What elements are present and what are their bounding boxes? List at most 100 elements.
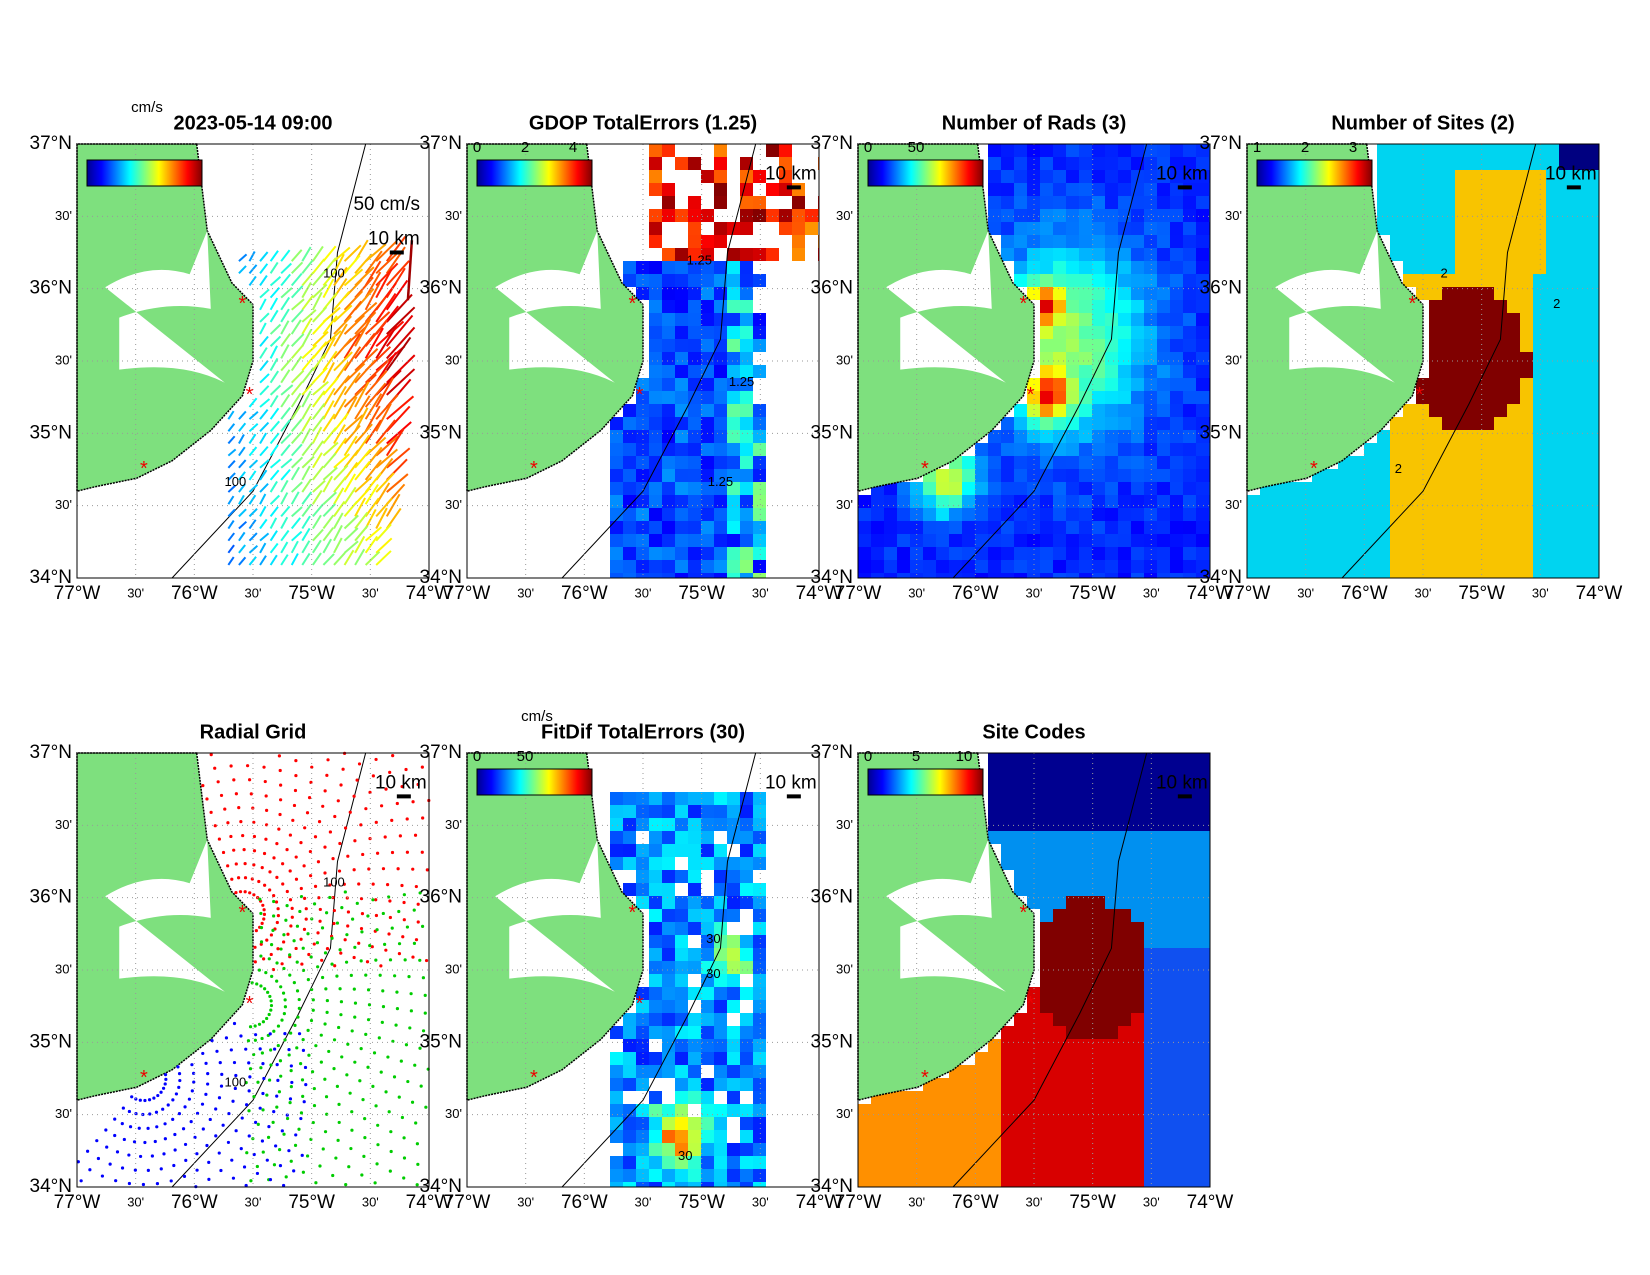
grid-cell xyxy=(1390,495,1403,508)
grid-cell xyxy=(1170,1156,1183,1169)
grid-cell xyxy=(1118,1026,1131,1039)
radial-grid-point xyxy=(245,1151,249,1155)
current-vector xyxy=(343,527,359,542)
grid-cell xyxy=(1585,313,1598,326)
grid-cell xyxy=(1027,1130,1040,1143)
grid-cell xyxy=(1546,352,1559,365)
grid-cell xyxy=(649,365,662,378)
grid-cell xyxy=(1001,209,1014,222)
grid-cell xyxy=(1170,805,1183,818)
grid-cell xyxy=(1286,521,1299,534)
grid-cell xyxy=(1170,534,1183,547)
grid-cell xyxy=(910,560,923,573)
grid-cell xyxy=(1118,1169,1131,1182)
grid-cell xyxy=(649,339,662,352)
grid-cell xyxy=(688,417,701,430)
current-vector xyxy=(375,523,392,542)
grid-cell xyxy=(1442,222,1455,235)
x-tick-label: 74°W xyxy=(406,1192,453,1213)
grid-cell xyxy=(1157,352,1170,365)
grid-cell xyxy=(714,339,727,352)
radial-grid-point xyxy=(259,926,264,930)
grid-cell xyxy=(1027,547,1040,560)
current-vector xyxy=(259,298,267,311)
grid-cell xyxy=(1585,183,1598,196)
x-tick-label: 76°W xyxy=(1341,583,1388,604)
grid-cell xyxy=(1053,378,1066,391)
grid-cell xyxy=(1196,870,1209,883)
radial-grid-point xyxy=(424,958,429,963)
grid-cell xyxy=(1481,482,1494,495)
grid-cell xyxy=(727,805,740,818)
grid-cell xyxy=(1014,1065,1027,1078)
grid-cell xyxy=(1118,417,1131,430)
grid-cell xyxy=(675,274,688,287)
colorbar-tick-label: 2 xyxy=(521,139,529,156)
grid-cell xyxy=(1079,430,1092,443)
radial-grid-point xyxy=(301,1048,306,1053)
current-vector xyxy=(280,287,293,299)
grid-cell xyxy=(923,1156,936,1169)
current-vector xyxy=(312,465,325,481)
grid-cell xyxy=(727,274,740,287)
radial-grid-point xyxy=(229,764,233,768)
grid-cell xyxy=(1481,248,1494,261)
grid-cell xyxy=(1429,508,1442,521)
grid-cell xyxy=(1001,235,1014,248)
grid-cell xyxy=(714,870,727,883)
radial-grid-point xyxy=(413,833,418,837)
y-tick-label: 36°N xyxy=(420,887,462,908)
grid-cell xyxy=(1144,378,1157,391)
grid-cell xyxy=(610,547,623,560)
grid-cell xyxy=(1014,1078,1027,1091)
radial-grid-point xyxy=(177,1072,182,1076)
grid-cell xyxy=(688,339,701,352)
grid-cell xyxy=(740,430,753,443)
radial-grid-point xyxy=(323,1022,327,1026)
grid-cell xyxy=(714,235,727,248)
x-tick-label: 30' xyxy=(908,1194,925,1209)
grid-cell xyxy=(1118,300,1131,313)
grid-cell xyxy=(610,508,623,521)
grid-cell xyxy=(1040,1182,1053,1187)
grid-cell xyxy=(1572,365,1585,378)
grid-cell xyxy=(871,547,884,560)
current-vector xyxy=(259,505,267,517)
grid-cell xyxy=(1416,573,1429,578)
y-tick-label: 30' xyxy=(836,208,853,223)
radial-grid-point xyxy=(328,830,332,834)
grid-cell xyxy=(1520,443,1533,456)
grid-cell xyxy=(1481,534,1494,547)
grid-cell xyxy=(1442,261,1455,274)
grid-cell xyxy=(1377,508,1390,521)
grid-cell xyxy=(636,287,649,300)
radial-grid-point xyxy=(230,1158,234,1162)
grid-cell xyxy=(727,560,740,573)
radial-grid-point xyxy=(363,1136,367,1140)
grid-cell xyxy=(740,404,753,417)
grid-cell xyxy=(701,391,714,404)
grid-cell xyxy=(1183,417,1196,430)
grid-cell xyxy=(1183,378,1196,391)
grid-cell xyxy=(1377,170,1390,183)
grid-cell xyxy=(1196,844,1209,857)
grid-cell xyxy=(1144,183,1157,196)
grid-cell xyxy=(1546,456,1559,469)
grid-cell xyxy=(1027,573,1040,578)
grid-cell xyxy=(871,1130,884,1143)
grid-cell xyxy=(1416,144,1429,157)
radial-grid-point xyxy=(340,1055,344,1059)
radial-grid-point xyxy=(271,1120,275,1124)
grid-cell xyxy=(1131,1026,1144,1039)
grid-cell xyxy=(1183,287,1196,300)
grid-cell xyxy=(1131,831,1144,844)
grid-cell xyxy=(1585,443,1598,456)
grid-cell xyxy=(688,326,701,339)
current-vector xyxy=(364,393,383,420)
radial-grid-point xyxy=(159,1167,163,1171)
x-tick-label: 76°W xyxy=(561,583,608,604)
current-vector xyxy=(364,250,383,274)
grid-cell xyxy=(662,261,675,274)
grid-cell xyxy=(701,857,714,870)
grid-cell xyxy=(1520,326,1533,339)
